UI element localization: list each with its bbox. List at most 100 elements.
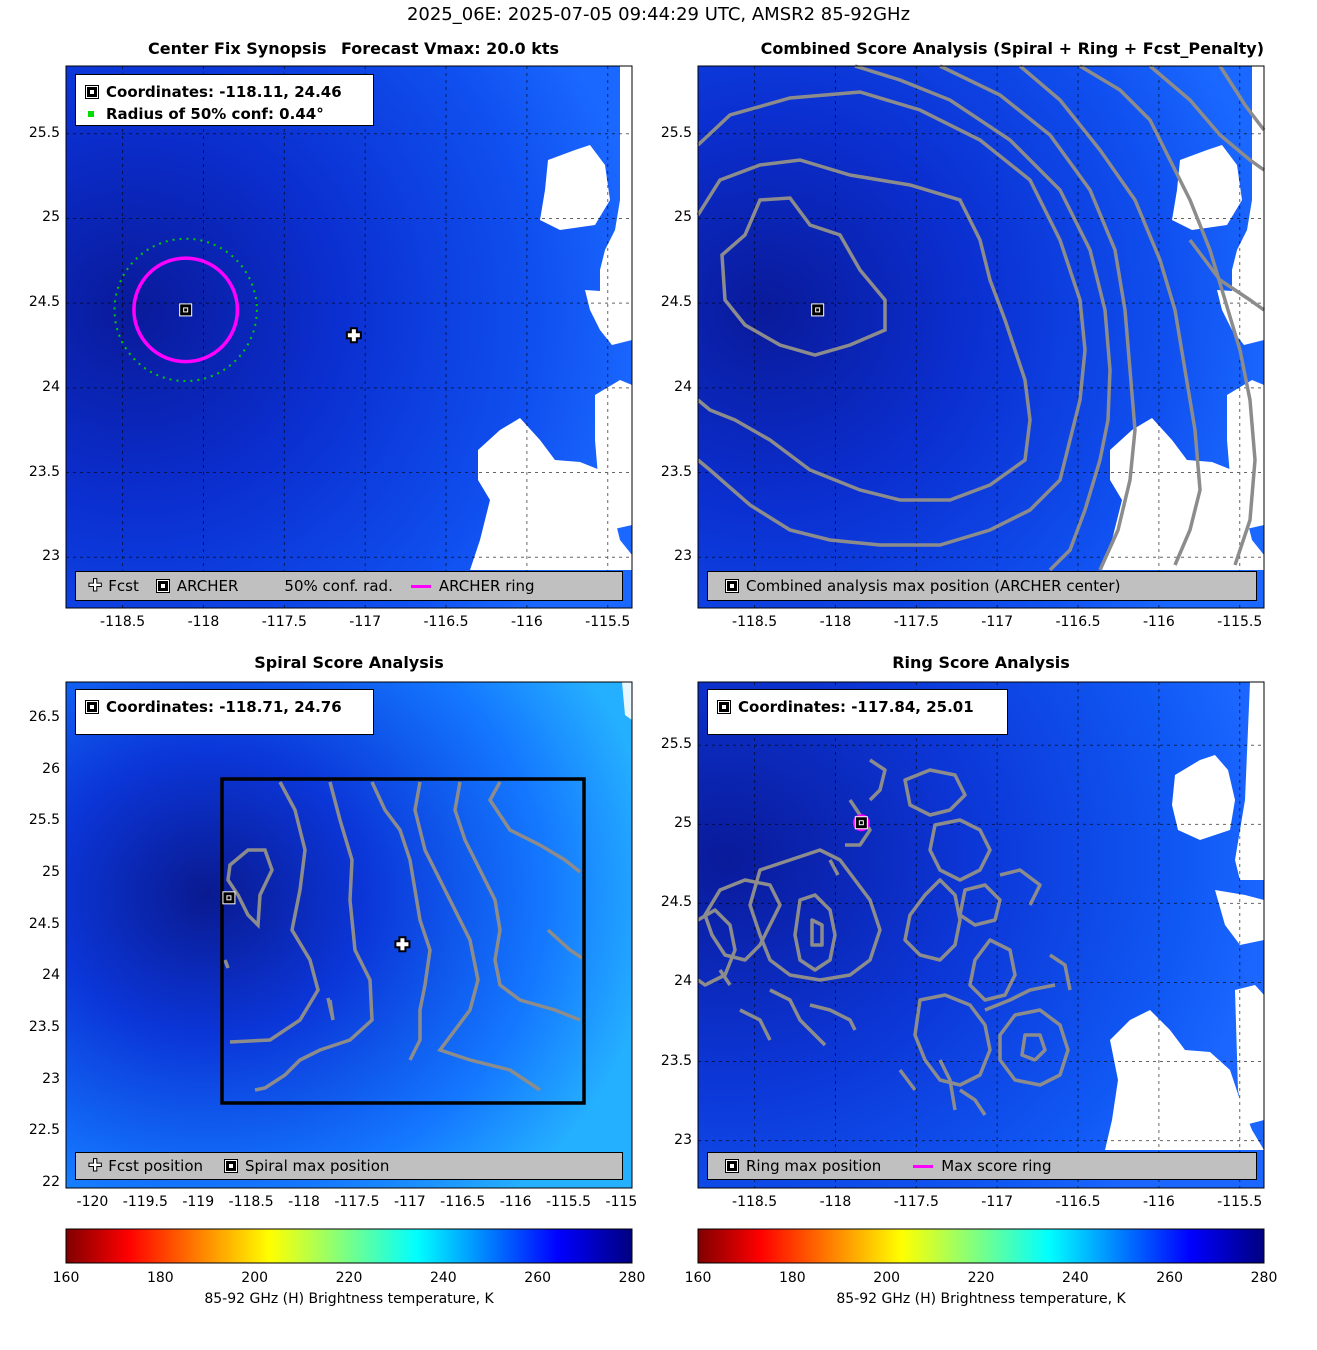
combined-xtick: -117.5 [893, 614, 939, 630]
conf-radius-icon [88, 111, 94, 117]
spiral-ytick: 22 [42, 1173, 60, 1190]
combined-xtick: -118 [819, 614, 852, 630]
legend-spiral-max: Spiral max position [245, 1157, 390, 1175]
spiral-ytick: 24.5 [28, 915, 60, 932]
line-icon [913, 1164, 934, 1168]
synopsis-ytick: 24 [42, 378, 60, 395]
ring-ytick: 24 [674, 973, 692, 990]
synopsis-ytick: 25.5 [28, 124, 60, 141]
combined-ytick: 25.5 [660, 124, 692, 141]
spiral-max-marker [222, 891, 236, 905]
spiral-info-box: Coordinates: -118.71, 24.76 [75, 689, 374, 735]
ring-contours [696, 758, 1072, 1116]
ring-xtick: -116 [1142, 1194, 1175, 1210]
legend-ring: ARCHER ring [438, 577, 535, 595]
colorbar-right-tick: 220 [967, 1270, 995, 1286]
legend-spiral-fcst: Fcst position [108, 1157, 204, 1175]
colorbar-left-tick: 160 [52, 1270, 80, 1286]
synopsis-xtick: -118 [187, 614, 220, 630]
colorbar-left-tick: 260 [524, 1270, 552, 1286]
spiral-xtick: -116.5 [440, 1194, 486, 1210]
synopsis-xtick: -115.5 [585, 614, 631, 630]
ring-max-marker [852, 814, 870, 832]
cross-icon: ✚ [87, 575, 103, 596]
ring-max-square-core [858, 820, 864, 826]
combined-clear-sky [1102, 66, 1264, 570]
legend-conf: 50% conf. rad. [284, 577, 393, 595]
spiral-ytick: 25 [42, 864, 60, 881]
archer-center-square-core [183, 307, 189, 313]
synopsis-ytick: 23.5 [28, 463, 60, 480]
ring-ytick: 23 [674, 1131, 692, 1148]
max-score-ring [852, 814, 870, 832]
spiral-ytick: 23 [42, 1070, 60, 1087]
synopsis-ytick: 25 [42, 209, 60, 226]
combined-ytick: 25 [674, 209, 692, 226]
spiral-forecast-cross [394, 936, 411, 953]
confidence-circle [113, 237, 258, 383]
colorbar-left-tick: 220 [335, 1270, 363, 1286]
spiral-forecast-marker [394, 936, 411, 953]
figure-suptitle: 2025_06E: 2025-07-05 09:44:29 UTC, AMSR2… [406, 4, 911, 25]
colorbar-left-tick: 240 [429, 1270, 457, 1286]
ring-ytick: 25 [674, 815, 692, 832]
synopsis-vmax: Forecast Vmax: 20.0 kts [341, 39, 560, 58]
spiral-xtick: -118 [288, 1194, 320, 1210]
legend-ring-max: Ring max position [746, 1157, 882, 1175]
legend-fcst: Fcst [108, 577, 139, 595]
spiral-xtick: -119 [182, 1194, 215, 1210]
spiral-xtick: -115.5 [545, 1194, 592, 1210]
synopsis-xtick: -117.5 [261, 614, 307, 630]
spiral-xtick: -119.5 [122, 1194, 168, 1210]
ring-xtick: -115.5 [1217, 1194, 1263, 1210]
ring-ytick: 25.5 [660, 736, 692, 753]
forecast-position-marker [345, 327, 362, 344]
synopsis-coords: Coordinates: -118.11, 24.46 [106, 83, 342, 101]
synopsis-legend: ✚ Fcst ARCHER 50% conf. rad. ARCHER ring [75, 571, 623, 601]
spiral-ytick: 25.5 [28, 812, 60, 829]
ring-xtick: -118 [819, 1194, 852, 1210]
square-icon [225, 1160, 238, 1172]
colorbar-right-tick: 240 [1061, 1270, 1089, 1286]
combined-panel [696, 64, 1266, 609]
synopsis-ytick: 24.5 [28, 294, 60, 311]
combined-ytick: 23 [674, 548, 692, 565]
combined-ytick: 23.5 [660, 463, 692, 480]
spiral-xtick: -117.5 [334, 1194, 380, 1210]
ring-info-box: Coordinates: -117.84, 25.01 [707, 689, 1008, 735]
colorbar-right-tick: 280 [1250, 1270, 1278, 1286]
spiral-ytick: 26 [42, 760, 60, 777]
synopsis-xtick: -118.5 [100, 614, 146, 630]
forecast-cross [345, 327, 362, 344]
synopsis-radius: Radius of 50% conf: 0.44° [106, 105, 324, 123]
combined-xtick: -116 [1142, 614, 1175, 630]
synopsis-xtick: -116 [510, 614, 543, 630]
synopsis-xtick: -117 [349, 614, 382, 630]
synopsis-xtick: -116.5 [423, 614, 469, 630]
archer-ring [132, 256, 240, 364]
combined-max-marker [811, 303, 825, 317]
colorbar-left-tick: 200 [241, 1270, 269, 1286]
spiral-clear-sky [622, 682, 632, 720]
spiral-coords: Coordinates: -118.71, 24.76 [106, 698, 342, 716]
colorbar-right-tick: 260 [1156, 1270, 1184, 1286]
combined-xtick: -116.5 [1055, 614, 1101, 630]
ring-xtick: -117.5 [893, 1194, 939, 1210]
spiral-max-square [222, 891, 236, 905]
colorbar-left-tick: 180 [146, 1270, 174, 1286]
archer-center-square [179, 303, 193, 317]
square-icon [726, 580, 738, 592]
ring-ytick: 23.5 [660, 1052, 692, 1069]
spiral-contours [223, 781, 583, 1092]
line-icon [410, 584, 431, 588]
colorbar-right-tick: 200 [873, 1270, 901, 1286]
legend-combined-max: Combined analysis max position (ARCHER c… [746, 577, 1121, 595]
synopsis-grid [66, 66, 632, 608]
ring-legend: Ring max position Max score ring [707, 1152, 1257, 1180]
spiral-xtick: -118.5 [228, 1194, 274, 1210]
spiral-ytick: 22.5 [28, 1122, 60, 1139]
synopsis-ytick: 23 [42, 548, 60, 565]
ring-panel [696, 681, 1265, 1189]
combined-legend: Combined analysis max position (ARCHER c… [707, 571, 1257, 601]
